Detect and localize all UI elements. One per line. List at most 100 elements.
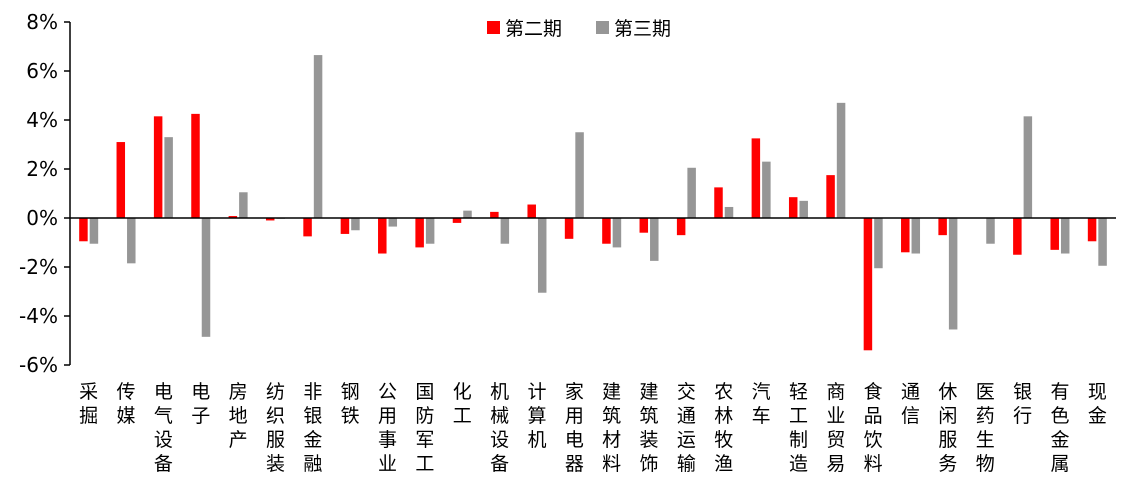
y-tick-label: -4% [19, 304, 58, 328]
bar-series-1 [788, 197, 798, 218]
bar-series-2 [724, 206, 734, 218]
category-label-char: 交 [677, 381, 696, 403]
bar-series-1 [938, 218, 947, 236]
category-label-char: 机 [490, 381, 509, 403]
category-label-char: 用 [565, 405, 584, 427]
category-label-char: 非 [303, 381, 322, 403]
bar-series-2 [239, 192, 248, 218]
category-label: 计算机 [527, 381, 546, 451]
bar-series-1 [340, 218, 350, 234]
category-label-char: 电 [154, 381, 173, 403]
y-tick-label: 6% [26, 59, 58, 83]
category-label-char: 媒 [117, 405, 136, 427]
category-label-char: 融 [303, 453, 322, 475]
category-label-char: 地 [229, 405, 248, 427]
category-label-char: 林 [714, 405, 733, 427]
category-label-char: 品 [864, 405, 883, 427]
category-label-char: 农 [714, 381, 733, 403]
bar-series-2 [500, 218, 510, 244]
category-label-char: 军 [415, 429, 434, 451]
category-label-char: 电 [191, 381, 210, 403]
category-label-char: 子 [191, 405, 210, 427]
category-label-char: 信 [901, 405, 920, 427]
bar-series-2 [575, 132, 584, 218]
bar-series-2 [537, 218, 547, 293]
bar-series-2 [799, 200, 808, 218]
bar-series-1 [1087, 218, 1097, 242]
bar-series-2 [874, 218, 883, 269]
bar-series-1 [714, 187, 723, 218]
bars [79, 55, 1107, 351]
category-label-char: 渔 [714, 453, 733, 475]
category-label-char: 铁 [341, 405, 360, 427]
category-label: 钢铁 [341, 381, 360, 427]
bar-series-1 [191, 113, 200, 218]
y-tick-label: 8% [26, 10, 58, 34]
category-label-char: 建 [602, 381, 621, 403]
category-label-char: 输 [677, 453, 696, 475]
bar-series-1 [676, 218, 686, 236]
category-label-char: 医 [976, 381, 995, 403]
category-label-char: 服 [938, 429, 957, 451]
legend-swatch-series-2 [596, 21, 609, 34]
bar-series-2 [425, 218, 435, 244]
category-label-char: 算 [527, 405, 546, 427]
bar-series-2 [127, 218, 136, 264]
bar-series-2 [1098, 218, 1107, 266]
bar-series-1 [602, 218, 611, 244]
category-label-char: 工 [453, 405, 472, 427]
category-label-char: 贸 [826, 429, 845, 451]
category-label-char: 料 [864, 453, 883, 475]
category-label: 采掘 [79, 381, 98, 427]
bar-series-1 [116, 142, 126, 218]
category-label-char: 钢 [341, 381, 360, 403]
category-label-char: 化 [453, 381, 472, 403]
category-label-char: 采 [79, 381, 98, 403]
legend-swatch-series-1 [487, 21, 500, 34]
category-label-char: 药 [976, 405, 995, 427]
bar-series-2 [164, 137, 173, 218]
bar-series-1 [826, 175, 835, 218]
category-label-char: 装 [266, 453, 285, 475]
bar-series-1 [1050, 218, 1059, 250]
category-label-char: 机 [527, 429, 546, 451]
category-label-char: 材 [602, 429, 621, 451]
category-label: 银行 [1013, 381, 1032, 427]
bar-series-1 [303, 218, 312, 237]
bar-series-2 [687, 167, 696, 218]
bar-series-2 [948, 218, 958, 330]
category-label-char: 商 [826, 381, 845, 403]
bar-series-1 [415, 218, 424, 248]
bar-series-1 [79, 218, 88, 242]
bar-series-2 [1060, 218, 1070, 254]
category-label-char: 计 [527, 381, 546, 403]
category-label-char: 饮 [864, 429, 883, 451]
bar-series-2 [313, 55, 323, 219]
category-label-char: 建 [640, 381, 659, 403]
category-label-char: 金 [1050, 429, 1069, 451]
bar-series-2 [650, 218, 659, 261]
category-label-char: 掘 [79, 405, 98, 427]
y-axis: -6% -4% -2% 0% 2% 4% 6% 8% [19, 10, 71, 377]
category-label-char: 业 [826, 405, 845, 427]
legend-label-series-2: 第三期 [614, 18, 671, 40]
bar-series-1 [1013, 218, 1022, 255]
category-label-char: 国 [415, 381, 434, 403]
category-label-char: 家 [565, 381, 584, 403]
bar-series-2 [351, 218, 360, 231]
category-label-char: 属 [1050, 453, 1069, 475]
y-tick-label: 4% [26, 108, 58, 132]
category-label-char: 色 [1050, 405, 1069, 427]
category-label-char: 纺 [266, 381, 285, 403]
category-label-char: 产 [229, 429, 248, 451]
category-label: 电子 [191, 381, 210, 427]
category-label-char: 行 [1013, 405, 1032, 427]
